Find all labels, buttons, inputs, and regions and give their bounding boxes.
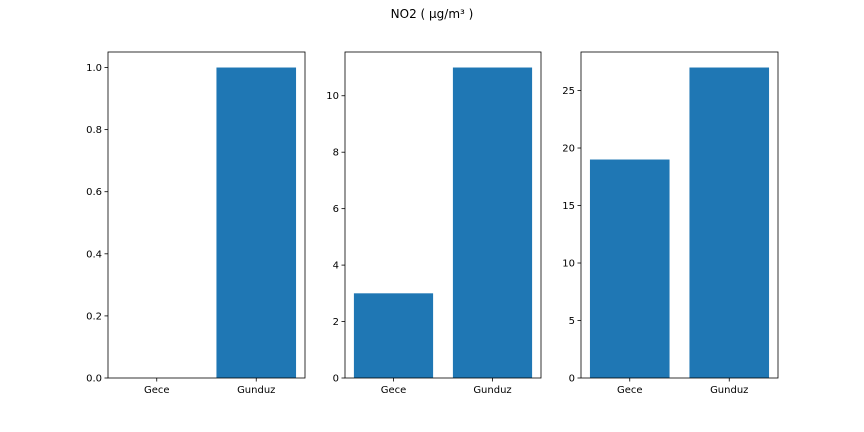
y-tick-label: 2 [333, 317, 339, 328]
axes-frame [107, 51, 306, 379]
y-tick-label: 0.2 [86, 311, 102, 322]
y-tick-label: 6 [333, 204, 339, 215]
y-tick-label: 4 [333, 261, 339, 272]
y-tick-label: 0.8 [86, 125, 102, 136]
y-tick-label: 0 [333, 374, 339, 385]
x-tick-label: Gunduz [473, 385, 511, 396]
y-tick-label: 0 [569, 374, 575, 385]
y-tick-label: 1.0 [86, 63, 102, 74]
y-tick-label: 0.6 [86, 187, 102, 198]
y-tick-label: 10 [326, 91, 339, 102]
bar-gunduz [452, 67, 533, 379]
y-tick-label: 10 [562, 259, 575, 270]
bar-gunduz [216, 67, 297, 379]
y-tick-label: 8 [333, 148, 339, 159]
axes-frame [580, 51, 779, 379]
subplot-1: 0.0 0.2 0.4 0.6 0.8 1.0 Gece Gunduz [86, 51, 306, 396]
y-tick-label: 5 [569, 316, 575, 327]
y-tick-label: 15 [562, 201, 575, 212]
axes-frame [344, 51, 542, 379]
x-tick-label: Gece [381, 385, 407, 396]
x-tick-label: Gece [144, 385, 170, 396]
bar-gece [353, 293, 434, 378]
x-tick-label: Gunduz [237, 385, 275, 396]
y-tick-label: 20 [562, 144, 575, 155]
y-tick-label: 0.0 [86, 374, 102, 385]
y-tick-label: 0.4 [86, 249, 102, 260]
figure-title: NO2 ( µg/m³ ) [390, 7, 474, 21]
subplot-2: 0 2 4 6 8 10 Gece Gunduz [326, 51, 542, 396]
bar-gece [589, 159, 670, 378]
bar-gunduz [689, 67, 770, 379]
subplot-3: 0 5 10 15 20 25 Gece Gunduz [562, 51, 779, 396]
x-tick-label: Gunduz [710, 385, 748, 396]
x-tick-label: Gece [617, 385, 643, 396]
y-tick-label: 25 [562, 86, 575, 97]
